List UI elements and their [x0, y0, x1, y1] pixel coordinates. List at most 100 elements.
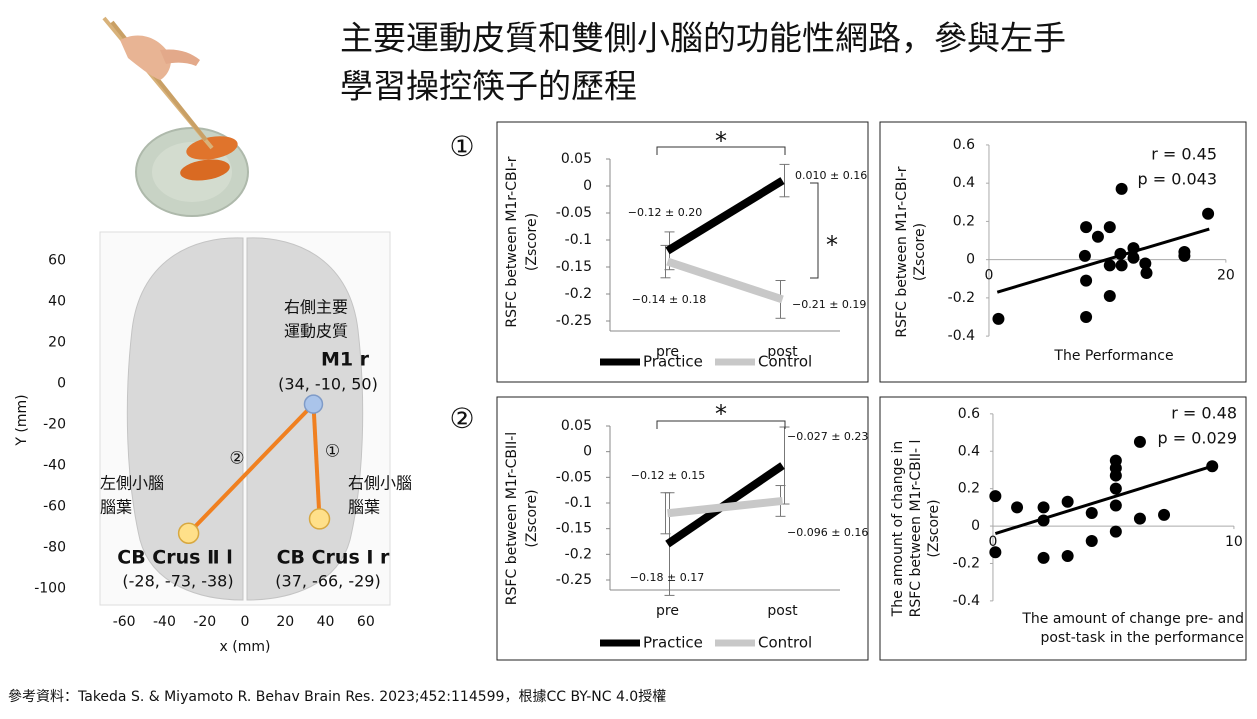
- region-coords: (34, -10, 50): [278, 375, 378, 394]
- value-label: −0.12 ± 0.20: [628, 206, 702, 219]
- x-tick-label: 10: [1225, 534, 1243, 550]
- y-tick-label: -0.2: [948, 290, 975, 306]
- y-axis-label: Y (mm): [14, 394, 30, 446]
- y-tick-label: 20: [48, 335, 66, 351]
- y-axis-label: RSFC between M1r-CBII- l: [908, 440, 924, 618]
- panel-frame: [496, 121, 869, 383]
- legend-label: Control: [758, 353, 812, 371]
- series-line: [665, 177, 785, 255]
- scatter-point: [1061, 495, 1074, 508]
- y-tick-label: -0.15: [556, 259, 592, 275]
- scatter-point: [1178, 249, 1191, 262]
- scatter-point: [1133, 512, 1146, 525]
- x-tick-label: 20: [276, 614, 294, 630]
- x-axis-label: x (mm): [220, 639, 271, 655]
- x-tick-label: -60: [113, 614, 136, 630]
- y-tick-label: 0.2: [953, 213, 975, 229]
- x-tick-label: 20: [1217, 268, 1235, 284]
- scatter-point: [989, 546, 1002, 559]
- title-line: 學習操控筷子的歷程: [340, 67, 637, 106]
- scatter-point: [1103, 259, 1116, 272]
- region-point: [177, 522, 200, 545]
- x-tick-label: pre: [656, 344, 679, 360]
- value-label: −0.21 ± 0.19: [792, 298, 866, 311]
- scatter-point: [1109, 499, 1122, 512]
- y-tick-label: 0: [583, 444, 592, 460]
- region-label: M1 r: [321, 349, 370, 371]
- scatter-point: [1115, 259, 1128, 272]
- trend-line: [996, 227, 1210, 294]
- x-axis-label: The Performance: [1053, 348, 1173, 364]
- y-tick-label: -80: [43, 540, 66, 556]
- reference: 參考資料：Takeda S. & Miyamoto R. Behav Brain…: [8, 689, 666, 705]
- legend-label: Control: [758, 634, 812, 652]
- significance-bracket: [656, 146, 786, 155]
- region-name: 腦葉: [348, 498, 380, 517]
- scatter-point: [1080, 311, 1093, 323]
- value-label: −0.096 ± 0.16: [787, 526, 868, 539]
- scatter-point: [1011, 501, 1024, 514]
- y-tick-label: -0.25: [556, 572, 592, 588]
- connection-label: ②: [229, 449, 244, 469]
- value-label: 0.010 ± 0.16: [795, 169, 867, 182]
- scatter-point: [1202, 207, 1215, 220]
- p-label: p = 0.043: [1137, 170, 1217, 189]
- y-tick-label: -0.2: [565, 546, 592, 562]
- y-axis-label: RSFC between M1r-CBI-r: [504, 156, 520, 327]
- scatter-point: [1109, 469, 1122, 482]
- scatter-point: [1037, 501, 1050, 514]
- r-label: r = 0.48: [1171, 404, 1237, 423]
- y-tick-label: 0: [971, 518, 980, 534]
- scatter-point: [1061, 549, 1074, 562]
- scatter-point: [1115, 182, 1128, 195]
- trend-line: [994, 464, 1213, 535]
- scatter-point: [1078, 249, 1091, 262]
- scatter-point: [1103, 221, 1116, 234]
- y-tick-label: -0.25: [556, 313, 592, 329]
- scatter-point: [1109, 525, 1122, 538]
- x-tick-label: 0: [988, 534, 997, 550]
- y-tick-label: -0.4: [953, 593, 980, 609]
- x-axis-label: post-task in the performance: [1040, 630, 1244, 646]
- y-tick-label: -0.1: [565, 495, 592, 511]
- scatter-point: [1080, 221, 1093, 234]
- x-tick-label: pre: [656, 603, 679, 619]
- y-tick-label: 0.05: [561, 418, 592, 434]
- y-axis-label: RSFC between M1r-CBI-r: [894, 166, 910, 337]
- scatter-point: [1133, 435, 1146, 448]
- legend-label: Practice: [643, 634, 703, 652]
- y-tick-label: 0.2: [958, 481, 980, 497]
- series-line: [666, 257, 784, 304]
- y-tick-label: -40: [43, 458, 66, 474]
- scatter-point: [1109, 482, 1122, 495]
- scatter-point: [1103, 289, 1116, 302]
- series-line: [667, 496, 783, 518]
- y-tick-label: 0.4: [958, 443, 980, 459]
- y-tick-label: -0.4: [948, 328, 975, 344]
- region-name: 左側小腦: [100, 474, 164, 493]
- scatter-point: [1139, 257, 1152, 270]
- region-coords: (-28, -73, -38): [122, 572, 233, 591]
- x-tick-label: 60: [357, 614, 375, 630]
- x-tick-label: 0: [241, 614, 250, 630]
- x-tick-label: post: [767, 603, 798, 619]
- connection-line: [311, 404, 322, 520]
- value-label: −0.18 ± 0.17: [630, 571, 704, 584]
- panel-label: ②: [449, 402, 474, 435]
- y-axis-label: (Zscore): [926, 499, 942, 557]
- region-name: 右側主要: [284, 298, 348, 317]
- value-label: −0.12 ± 0.15: [631, 469, 705, 482]
- y-axis-label: (Zscore): [524, 213, 540, 271]
- region-point: [303, 394, 324, 414]
- right-hemisphere: [246, 237, 364, 601]
- legend-label: Practice: [643, 353, 703, 371]
- x-tick-label: 40: [317, 614, 335, 630]
- scatter-point: [1091, 230, 1104, 243]
- significance-star: *: [826, 231, 838, 259]
- scatter-point: [1085, 506, 1098, 519]
- y-axis-label: (Zscore): [524, 489, 540, 547]
- y-axis-label: The amount of change in: [890, 441, 906, 618]
- y-axis-label: (Zscore): [912, 223, 928, 281]
- value-label: −0.027 ± 0.23: [787, 430, 868, 443]
